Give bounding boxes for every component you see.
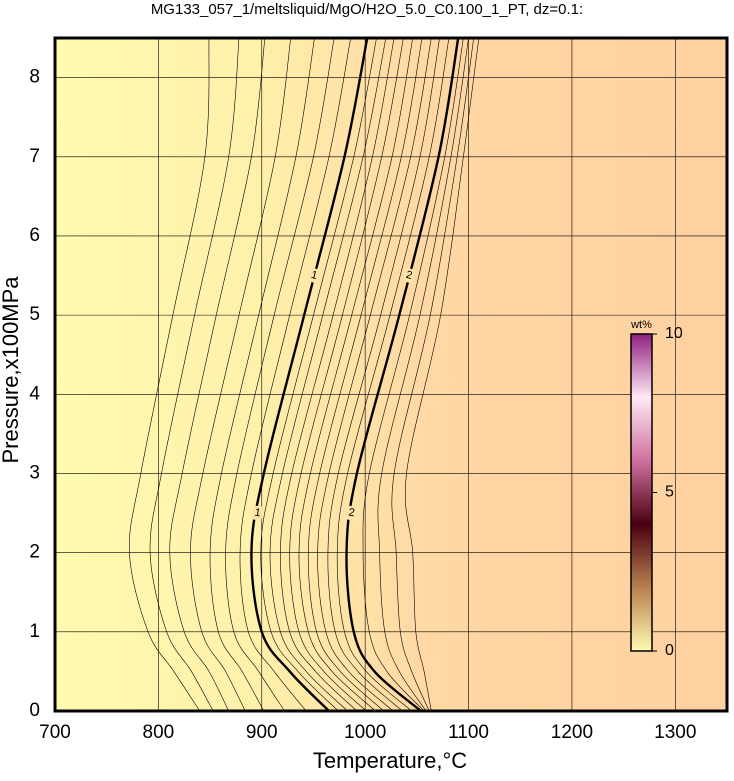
plot-area — [55, 38, 727, 711]
contour-label: 1 — [310, 269, 319, 282]
contour-line — [190, 37, 292, 712]
x-tick-label: 1300 — [654, 722, 696, 743]
x-tick-label: 800 — [143, 722, 175, 743]
plot-frame — [53, 36, 729, 713]
colorbar-tick-label: 10 — [665, 325, 683, 342]
contour-line — [169, 37, 266, 712]
colorbar-tick-label: 0 — [665, 642, 674, 659]
contour-line — [404, 37, 480, 712]
y-tick-label: 1 — [29, 621, 40, 642]
y-tick-label: 3 — [29, 462, 40, 483]
contour-label: 2 — [348, 507, 356, 520]
y-tick-label: 0 — [29, 700, 40, 721]
contour-line — [269, 37, 387, 712]
contour-line — [317, 37, 432, 712]
contour-line — [128, 37, 210, 712]
chart-title: MG133_057_1/meltsliquid/MgO/H2O_5.0_C0.1… — [151, 1, 583, 18]
colorbar-tick-label: 5 — [665, 484, 674, 501]
contour-line — [298, 37, 414, 712]
contour-line — [280, 37, 395, 712]
contour-label: 2 — [405, 269, 414, 282]
contour-line — [307, 37, 423, 712]
contour-line — [289, 37, 404, 712]
contour-line — [225, 37, 335, 712]
y-axis-label: Pressure,x100MPa — [0, 276, 23, 464]
contour-line — [149, 37, 240, 712]
x-tick-label: 1000 — [344, 722, 386, 743]
y-tick-label: 7 — [29, 146, 40, 167]
y-tick-label: 2 — [29, 542, 40, 563]
contour-line — [209, 37, 315, 712]
x-axis-label: Temperature,°C — [313, 748, 467, 773]
contour-line — [239, 37, 351, 712]
contour-major — [250, 37, 369, 712]
y-tick-label: 4 — [29, 383, 40, 404]
y-tick-label: 5 — [29, 304, 40, 325]
contour-line — [336, 37, 450, 712]
colorbar-label: wt% — [630, 319, 652, 331]
x-tick-label: 700 — [39, 722, 71, 743]
contour-label: 1 — [254, 507, 262, 520]
contour-major — [345, 37, 460, 712]
contour-line — [260, 37, 377, 712]
x-tick-label: 1100 — [448, 722, 489, 743]
contour-line — [391, 37, 475, 712]
contour-line — [327, 37, 440, 712]
y-tick-label: 6 — [29, 225, 40, 246]
y-tick-label: 8 — [29, 67, 40, 88]
x-tick-label: 1200 — [551, 722, 593, 743]
x-tick-label: 900 — [246, 722, 278, 743]
contour-line — [377, 37, 469, 712]
contour-line — [362, 37, 464, 712]
colorbar — [630, 333, 653, 652]
